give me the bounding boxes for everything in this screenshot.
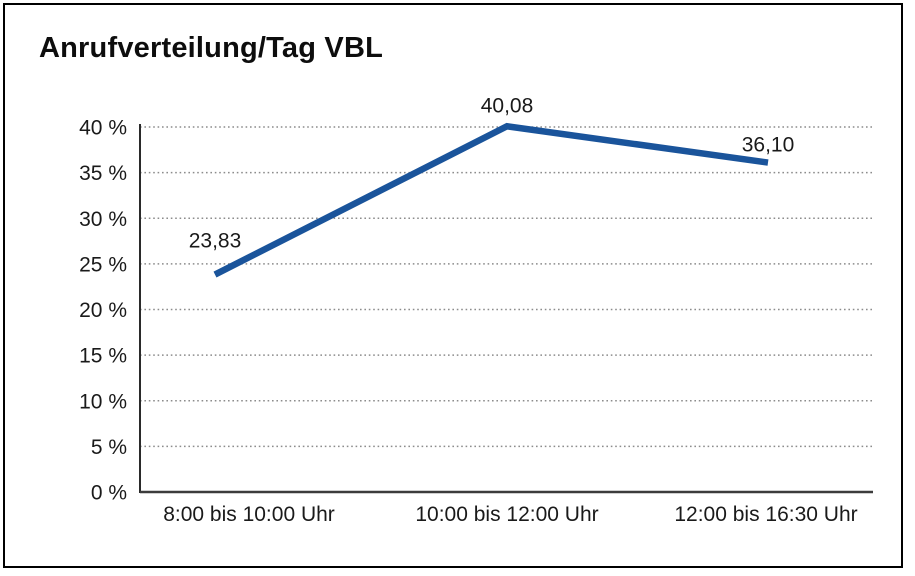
y-tick-label: 0 % bbox=[91, 482, 127, 505]
y-tick-label: 35 % bbox=[79, 162, 127, 185]
data-point-label: 23,83 bbox=[189, 230, 242, 253]
y-tick-label: 25 % bbox=[79, 253, 127, 276]
chart-title: Anrufverteilung/Tag VBL bbox=[39, 32, 384, 64]
x-tick-label: 12:00 bis 16:30 Uhr bbox=[674, 503, 857, 526]
data-point-label: 36,10 bbox=[742, 134, 795, 157]
y-tick-label: 20 % bbox=[79, 299, 127, 322]
y-tick-label: 10 % bbox=[79, 390, 127, 413]
data-point-label: 40,08 bbox=[481, 94, 534, 117]
y-tick-label: 30 % bbox=[79, 208, 127, 231]
x-tick-label: 10:00 bis 12:00 Uhr bbox=[415, 503, 598, 526]
data-line bbox=[213, 122, 769, 278]
y-tick-label: 15 % bbox=[79, 345, 127, 368]
x-tick-label: 8:00 bis 10:00 Uhr bbox=[163, 503, 335, 526]
y-tick-label: 40 % bbox=[79, 117, 127, 140]
y-tick-label: 5 % bbox=[91, 436, 127, 459]
